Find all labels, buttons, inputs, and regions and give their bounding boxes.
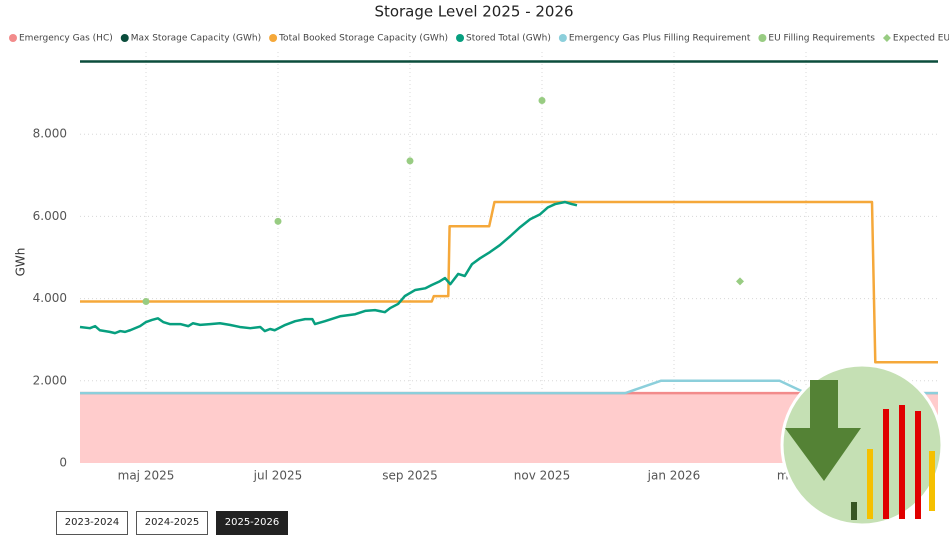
area [80,393,938,463]
legend-marker [9,34,17,42]
legend-marker [456,34,465,42]
y-tick-label: 0 [59,456,67,470]
x-tick-label: nov 2025 [514,469,570,483]
legend-marker [882,34,891,42]
legend-label: Total Booked Storage Capacity (GWh) [278,34,448,44]
logo-arrow [785,380,861,481]
legend-item: Stored Total (GWh) [456,34,551,44]
y-tick-label: 8.000 [33,127,67,141]
y-tick-label: 4.000 [33,291,67,305]
legend-item: Total Booked Storage Capacity (GWh) [269,34,448,44]
point [538,96,546,104]
x-tick-label: sep 2025 [382,469,438,483]
legend-label: Stored Total (GWh) [466,34,551,44]
legend-item: Emergency Gas (HC) [9,34,113,44]
legend-marker [269,34,278,42]
legend-label: Emergency Gas (HC) [19,34,113,44]
x-tick-label: jan 2026 [647,469,701,483]
point [274,217,282,225]
x-tick-label: jul 2025 [253,469,303,483]
point [406,157,414,165]
legend-item: Expected EU Filling Requirements [882,34,949,44]
logo-bar [899,405,905,519]
season-button[interactable]: 2025-2026 [216,511,288,535]
point [736,277,744,286]
legend-label: Emergency Gas Plus Filling Requirement [569,34,751,44]
chart-title: Storage Level 2025 - 2026 [374,3,573,21]
y-tick-label: 2.000 [33,373,67,387]
point [142,297,150,305]
legend-label: EU Filling Requirements [768,34,875,44]
x-tick-label: maj 2025 [118,469,175,483]
logo-bar [929,451,935,511]
legend-item: Emergency Gas Plus Filling Requirement [558,34,751,44]
legend-label: Max Storage Capacity (GWh) [131,34,261,44]
logo-bar [867,449,873,519]
season-button[interactable]: 2024-2025 [136,511,208,535]
logo-bar [851,502,857,520]
line [79,200,578,335]
legend-item: EU Filling Requirements [758,34,875,44]
legend-item: Max Storage Capacity (GWh) [120,34,261,44]
season-button[interactable]: 2023-2024 [56,511,128,535]
y-tick-label: 6.000 [33,209,67,223]
legend-marker [558,34,567,42]
logo-bar [915,411,921,519]
legend-label: Expected EU Filling Requirements [893,34,949,44]
legend-marker [758,34,767,42]
logo-overlay [780,363,944,527]
line [80,200,938,364]
logo-bar [883,409,889,519]
legend-marker [120,34,129,42]
y-axis-label: GWh [14,248,28,277]
